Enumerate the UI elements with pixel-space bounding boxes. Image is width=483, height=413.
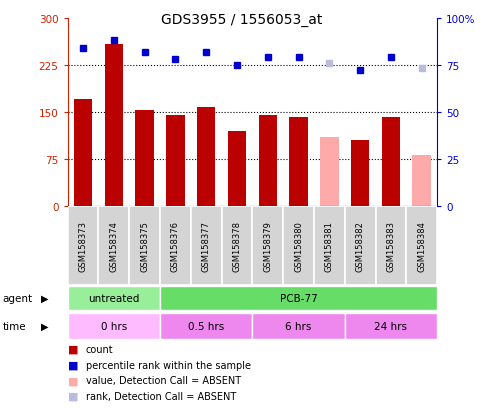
Text: GSM158377: GSM158377 — [202, 220, 211, 271]
Text: agent: agent — [2, 293, 32, 304]
Bar — [222, 206, 252, 285]
Bar — [68, 313, 160, 339]
Text: PCB-77: PCB-77 — [280, 293, 317, 304]
Bar — [135, 111, 154, 206]
Bar — [376, 206, 406, 285]
Bar — [105, 45, 123, 206]
Bar — [228, 131, 246, 206]
Text: GSM158384: GSM158384 — [417, 221, 426, 271]
Text: GSM158379: GSM158379 — [263, 221, 272, 271]
Bar — [129, 206, 160, 285]
Text: rank, Detection Call = ABSENT: rank, Detection Call = ABSENT — [86, 391, 236, 401]
Bar — [252, 206, 283, 285]
Text: ▶: ▶ — [41, 293, 49, 304]
Bar — [253, 313, 345, 339]
Text: 6 hrs: 6 hrs — [285, 321, 312, 331]
Bar — [99, 206, 129, 285]
Text: GDS3955 / 1556053_at: GDS3955 / 1556053_at — [161, 13, 322, 27]
Text: ▶: ▶ — [41, 321, 49, 331]
Bar — [197, 108, 215, 206]
Bar — [412, 155, 431, 206]
Bar — [320, 138, 339, 206]
Bar — [345, 206, 376, 285]
Text: count: count — [86, 344, 114, 354]
Text: value, Detection Call = ABSENT: value, Detection Call = ABSENT — [86, 375, 241, 385]
Text: GSM158380: GSM158380 — [294, 221, 303, 271]
Text: GSM158375: GSM158375 — [140, 221, 149, 271]
Bar — [160, 206, 191, 285]
Text: ■: ■ — [68, 344, 78, 354]
Text: percentile rank within the sample: percentile rank within the sample — [86, 360, 251, 370]
Text: GSM158382: GSM158382 — [355, 221, 365, 271]
Bar — [351, 141, 369, 206]
Bar — [289, 118, 308, 206]
Bar — [283, 206, 314, 285]
Text: GSM158378: GSM158378 — [232, 220, 242, 271]
Text: ■: ■ — [68, 360, 78, 370]
Text: 0.5 hrs: 0.5 hrs — [188, 321, 224, 331]
Text: GSM158376: GSM158376 — [171, 220, 180, 271]
Bar — [68, 286, 160, 311]
Bar — [191, 206, 222, 285]
Text: untreated: untreated — [88, 293, 140, 304]
Bar — [406, 206, 437, 285]
Bar — [258, 116, 277, 206]
Text: GSM158373: GSM158373 — [79, 220, 87, 271]
Bar — [160, 286, 437, 311]
Text: ■: ■ — [68, 391, 78, 401]
Text: GSM158381: GSM158381 — [325, 221, 334, 271]
Bar — [166, 116, 185, 206]
Bar — [314, 206, 345, 285]
Bar — [160, 313, 253, 339]
Bar — [74, 100, 92, 206]
Text: 0 hrs: 0 hrs — [100, 321, 127, 331]
Text: ■: ■ — [68, 375, 78, 385]
Bar — [345, 313, 437, 339]
Text: GSM158383: GSM158383 — [386, 220, 396, 271]
Text: time: time — [2, 321, 26, 331]
Text: 24 hrs: 24 hrs — [374, 321, 408, 331]
Bar — [382, 118, 400, 206]
Bar — [68, 206, 99, 285]
Text: GSM158374: GSM158374 — [109, 221, 118, 271]
